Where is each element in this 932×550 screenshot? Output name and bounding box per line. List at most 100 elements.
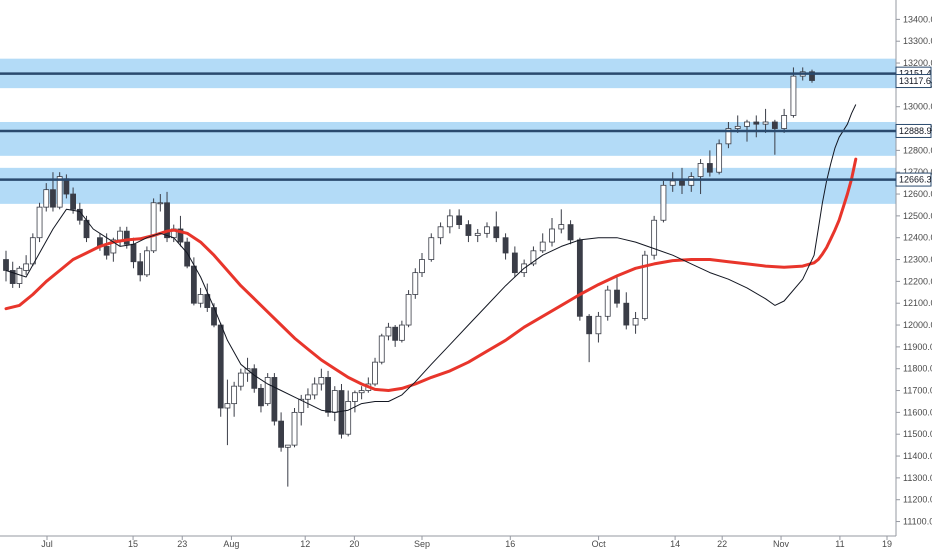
price-tag-box [895, 74, 932, 89]
candle-body [651, 219, 658, 256]
price-tick-label: 12400.0 [903, 233, 932, 243]
candle-body [117, 230, 123, 241]
candle [412, 268, 419, 299]
candle-body [558, 224, 565, 230]
price-tag: 12888.9 [895, 123, 932, 138]
candle-body [706, 163, 713, 173]
candle [539, 233, 546, 253]
candle [224, 379, 231, 446]
candle [204, 283, 211, 312]
time-tick-label: Jul [41, 539, 53, 549]
candle-body [204, 294, 211, 308]
zone-band-3 [0, 167, 896, 204]
candle-body [412, 272, 419, 295]
candle [36, 202, 43, 243]
candle [258, 383, 264, 413]
price-tick-label: 12500.0 [903, 211, 932, 221]
candle-body [539, 241, 546, 252]
price-tick-label: 12300.0 [903, 255, 932, 265]
candle [318, 368, 325, 391]
candle [419, 252, 425, 278]
candle-body [392, 326, 399, 341]
candlestick-series [3, 67, 815, 487]
candle-body [493, 226, 500, 239]
candle-body [734, 125, 741, 129]
price-tick-label: 11900.0 [903, 342, 932, 352]
candle-body [211, 307, 217, 326]
price-tag-box [895, 172, 932, 187]
candle-body [164, 202, 170, 239]
candle [70, 187, 76, 214]
candle [23, 255, 30, 275]
price-tick-label: 11200.0 [903, 495, 932, 505]
price-tick-label: 12200.0 [903, 276, 932, 286]
time-axis[interactable]: Jul 15 23 Aug 12 20 Sep 16 Oct 14 22 Nov 11 19 [0, 535, 896, 549]
candle-body [385, 326, 392, 337]
candle-body [197, 294, 204, 304]
candle-body [744, 121, 750, 127]
candle [651, 215, 658, 260]
candle [567, 220, 574, 245]
price-tag-label: 12666.3 [899, 175, 932, 185]
candle [251, 364, 258, 393]
candle-body [474, 232, 481, 236]
candle [311, 377, 318, 400]
candle [623, 292, 630, 330]
candle [493, 211, 500, 243]
candle [660, 180, 667, 223]
candle-body [716, 143, 723, 173]
candle-body [688, 176, 695, 186]
candle-body [437, 226, 444, 239]
candle [372, 357, 378, 387]
candle-body [103, 246, 110, 256]
price-tag: 12666.3 [895, 172, 932, 187]
price-tick-label: 12600.0 [903, 189, 932, 199]
candle [428, 233, 435, 262]
price-tags: 13151.4 12888.9 12666.3 13117.6 [895, 66, 932, 187]
candle [305, 388, 311, 409]
candle-body [110, 239, 117, 254]
candle-body [372, 361, 378, 385]
candle-body [9, 270, 16, 284]
price-tick-label: 11700.0 [903, 386, 932, 396]
candle-body [762, 121, 769, 125]
candle-body [325, 377, 331, 413]
candle [679, 167, 685, 195]
price-tick-label: 12000.0 [903, 320, 932, 330]
candle-body [23, 263, 30, 271]
price-tick-label: 12700.0 [903, 167, 932, 177]
price-tick-label: 11800.0 [903, 364, 932, 374]
candle [586, 314, 593, 363]
time-tick-label: 20 [349, 539, 359, 549]
price-tag-box [895, 123, 932, 138]
price-tag-label: 13151.4 [899, 69, 932, 79]
candle-body [338, 390, 345, 435]
price-tick-label: 11600.0 [903, 407, 932, 417]
candle-body [352, 392, 358, 402]
time-tick-label: 19 [882, 539, 892, 549]
candle-body [660, 184, 667, 221]
candle-body [484, 226, 490, 234]
candle [137, 252, 144, 282]
candle [809, 69, 815, 83]
price-tick-label: 11300.0 [903, 473, 932, 483]
candle [117, 226, 123, 247]
time-tick-label: 23 [177, 539, 187, 549]
candle [437, 222, 444, 245]
candle [157, 194, 164, 212]
price-axis[interactable]: 11100.0 11200.0 11300.0 11400.0 11500.0 11600… [895, 0, 932, 536]
candle-body [446, 215, 453, 228]
candle [325, 370, 331, 417]
candle-body [753, 121, 760, 125]
candle [144, 246, 150, 278]
candle [164, 191, 170, 243]
candle [753, 115, 760, 138]
candle [669, 172, 676, 192]
candle-body [576, 239, 583, 317]
candle-body [419, 259, 425, 274]
candle-body [790, 75, 797, 116]
candle [614, 277, 620, 308]
time-tick-label: Aug [223, 539, 239, 549]
candle [706, 150, 713, 177]
